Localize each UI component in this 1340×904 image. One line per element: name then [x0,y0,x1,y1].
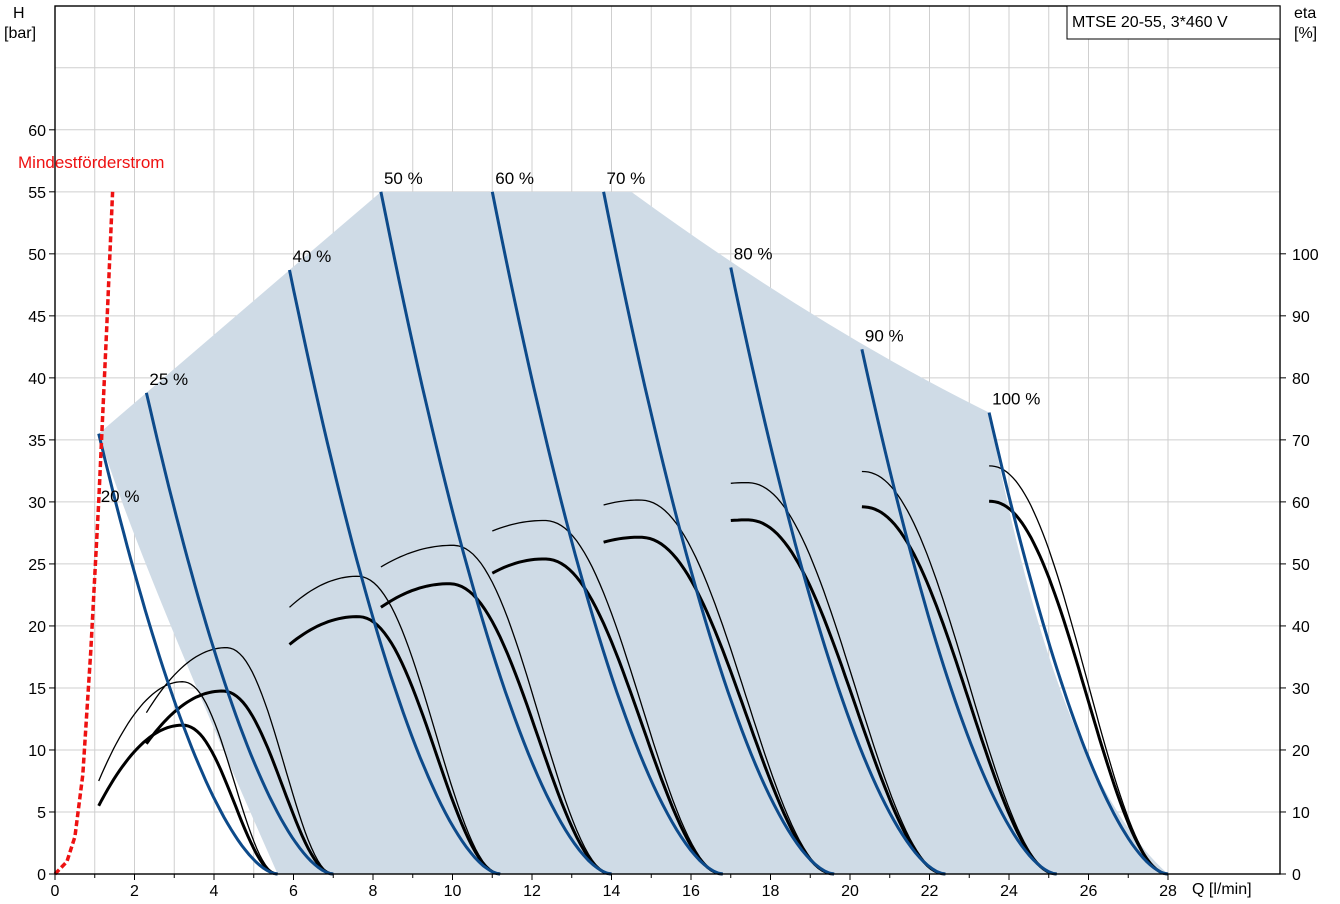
efficiency-curve-5 [288,615,501,876]
speed-label: 80 % [734,244,773,263]
speed-label: 60 % [495,169,534,188]
efficiency-curve-10 [492,519,723,875]
efficiency-curve-6 [289,575,501,875]
y-tick-label: 30 [28,495,46,512]
speed-label: 90 % [865,326,904,345]
curve-labels: 20 % 25 % 40 % 50 % 60 % 70 % 80 % 90 % 100 % [101,169,1041,506]
x-tick-label: 2 [130,883,139,900]
y-tick-label: 60 [28,123,46,140]
x-tick-label: 14 [603,883,621,900]
x-tick-label: 18 [762,883,780,900]
speed-label: 50 % [384,169,423,188]
chart-title: MTSE 20-55, 3*460 V [1072,14,1228,31]
y2-tick-label: 60 [1292,495,1310,512]
y-tick-label: 0 [37,867,46,884]
y-tick-label: 20 [28,619,46,636]
min-flow-curve [53,191,115,876]
y2-tick-label: 40 [1292,619,1310,636]
x-tick-label: 4 [210,883,219,900]
min-flow-line [53,191,115,876]
efficiency-curves [97,465,1169,876]
efficiency-curve-17 [989,499,1169,876]
operating-area [98,191,1169,875]
y2-axis-label: eta [1294,5,1316,22]
efficiency-curve-13 [730,518,946,876]
y2-tick-label: 70 [1292,433,1310,450]
min-flow-label: Mindestförderstrom [18,153,164,172]
y-tick-label: 5 [37,805,46,822]
y2-tick-label: 50 [1292,557,1310,574]
x-axis-label: Q [l/min] [1192,881,1252,898]
efficiency-curve-4 [145,647,334,875]
speed-label: 100 % [992,390,1040,409]
efficiency-curve-14 [730,482,946,875]
y-tick-label: 10 [28,743,46,760]
speed-curve-90 [860,348,1057,876]
y2-axis-unit: [%] [1294,25,1317,42]
axes: 0 2 4 6 8 10 12 14 16 18 20 22 24 26 28051015202530354… [28,123,1319,900]
x-tick-label: 26 [1080,883,1098,900]
y-tick-label: 25 [28,557,46,574]
y-tick-label: 15 [28,681,46,698]
efficiency-curve-8 [380,544,612,875]
operating-area-fill [98,191,1169,875]
y2-tick-label: 30 [1292,681,1310,698]
x-tick-label: 22 [921,883,939,900]
speed-curve-100 [987,412,1169,876]
y2-tick-label: 20 [1292,743,1310,760]
speed-curve-40 [288,269,501,876]
y-tick-label: 35 [28,433,46,450]
efficiency-curve-2 [98,681,278,875]
speed-curves [97,191,1169,876]
x-tick-label: 20 [841,883,859,900]
x-tick-label: 12 [523,883,541,900]
efficiency-curve-9 [491,557,723,876]
x-tick-label: 16 [682,883,700,900]
y-tick-label: 40 [28,371,46,388]
efficiency-curve-1 [97,723,278,876]
chart-title-box: MTSE 20-55, 3*460 V [1066,5,1281,40]
efficiency-curve-11 [603,535,835,876]
y-tick-label: 50 [28,247,46,264]
x-tick-label: 8 [369,883,378,900]
y2-tick-label: 100 [1292,247,1319,264]
x-tick-label: 28 [1159,883,1177,900]
speed-label: 40 % [293,247,332,266]
y-axis-label: H [13,5,25,22]
speed-curve-80 [729,267,946,876]
plot-frame [54,5,1281,875]
speed-curve-50 [379,191,612,876]
x-tick-label: 24 [1000,883,1018,900]
speed-curve-25 [144,392,334,876]
title-box [1066,5,1281,40]
y-axis-unit: [bar] [4,25,36,42]
speed-curve-60 [490,191,724,876]
speed-curve-70 [602,191,835,876]
speed-label: 25 % [149,370,188,389]
speed-label: 70 % [607,169,646,188]
y2-tick-label: 10 [1292,805,1310,822]
efficiency-curve-7 [380,582,612,876]
x-tick-label: 6 [289,883,298,900]
y-tick-label: 45 [28,309,46,326]
y2-tick-label: 90 [1292,309,1310,326]
efficiency-curve-18 [989,465,1169,875]
speed-curve-20 [97,433,278,876]
y2-tick-label: 80 [1292,371,1310,388]
x-tick-label: 0 [51,883,60,900]
speed-label: 20 % [101,487,140,506]
efficiency-curve-12 [603,499,835,875]
y-tick-label: 55 [28,185,46,202]
efficiency-curve-15 [861,505,1057,876]
x-tick-label: 10 [444,883,462,900]
y2-tick-label: 0 [1292,867,1301,884]
